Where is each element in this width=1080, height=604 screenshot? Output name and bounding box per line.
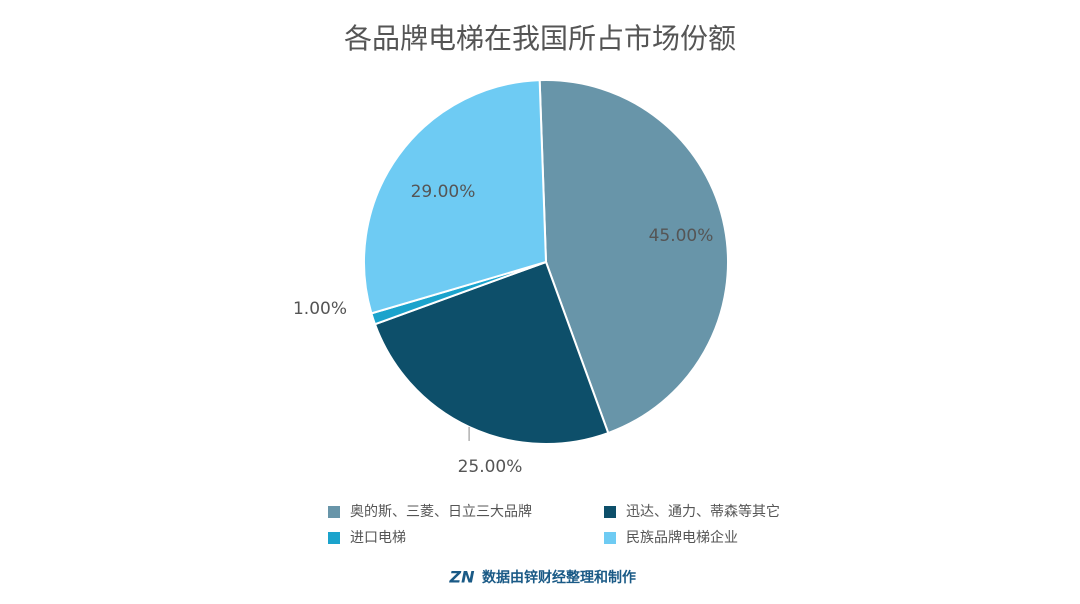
pie-slice bbox=[363, 79, 548, 315]
chart-title: 各品牌电梯在我国所占市场份额 bbox=[344, 22, 736, 55]
legend-swatch bbox=[328, 532, 340, 544]
legend-swatch bbox=[328, 506, 340, 518]
legend-label: 民族品牌电梯企业 bbox=[626, 529, 738, 546]
legend-label: 进口电梯 bbox=[350, 530, 406, 546]
footer-text: 数据由锌财经整理和制作 bbox=[482, 569, 636, 586]
value-label: 25.00% bbox=[458, 457, 523, 477]
pie-slice bbox=[538, 79, 729, 435]
logo: ZN bbox=[449, 568, 476, 587]
value-label: 1.00% bbox=[293, 299, 347, 319]
value-label: 45.00% bbox=[649, 226, 714, 246]
value-label: 29.00% bbox=[411, 182, 476, 202]
legend-label: 迅达、通力、蒂森等其它 bbox=[626, 503, 780, 520]
legend-label: 奥的斯、三菱、日立三大品牌 bbox=[350, 503, 532, 520]
legend-swatch bbox=[604, 532, 616, 544]
legend-swatch bbox=[604, 506, 616, 518]
